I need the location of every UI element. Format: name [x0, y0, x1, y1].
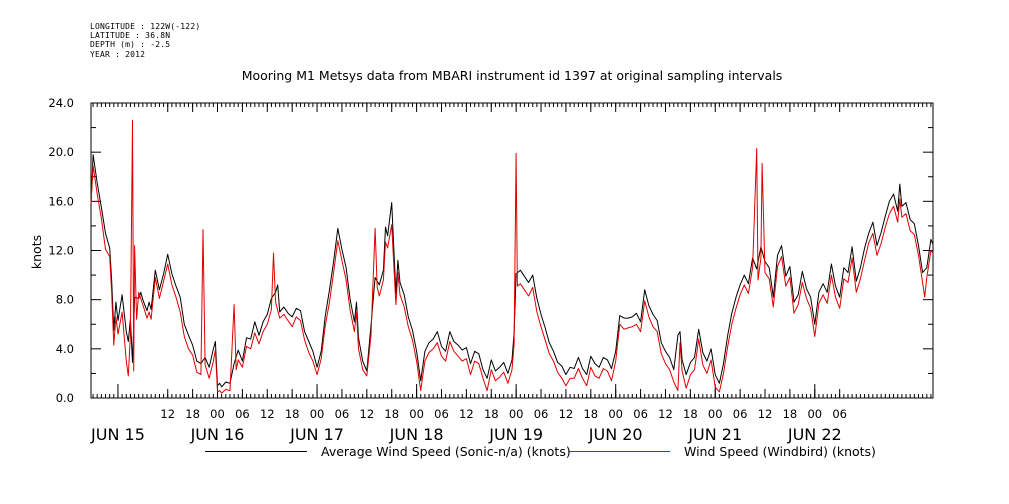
- x-hour-tick-label: 18: [484, 407, 499, 421]
- x-date-label: JUN 18: [389, 425, 444, 444]
- x-hour-tick-label: 00: [708, 407, 723, 421]
- x-date-label: JUN 15: [90, 425, 145, 444]
- series-line-average-wind-speed: [90, 154, 934, 388]
- y-tick-label: 24.0: [48, 96, 74, 110]
- metadata-block: LONGITUDE : 122W(-122) LATITUDE : 36.8N …: [90, 22, 200, 59]
- x-hour-tick-label: 06: [335, 407, 350, 421]
- x-date-label: JUN 17: [289, 425, 344, 444]
- y-tick-label: 12.0: [48, 244, 74, 258]
- x-hour-tick-label: 00: [807, 407, 822, 421]
- legend-label-windbird: Wind Speed (Windbird) (knots): [684, 444, 876, 459]
- y-axis-label: knots: [29, 235, 44, 269]
- legend: Average Wind Speed (Sonic-n/a) (knots) W…: [0, 444, 1009, 464]
- x-hour-tick-label: 12: [658, 407, 673, 421]
- meta-latitude: LATITUDE : 36.8N: [90, 31, 171, 41]
- series-line-windbird: [90, 119, 934, 394]
- legend-swatch-red: [568, 451, 670, 452]
- x-hour-tick-label: 18: [783, 407, 798, 421]
- x-hour-tick-label: 18: [384, 407, 399, 421]
- legend-swatch-black: [205, 451, 307, 452]
- x-hour-tick-label: 06: [633, 407, 648, 421]
- x-hour-tick-label: 12: [260, 407, 275, 421]
- y-tick-label: 4.0: [56, 342, 74, 356]
- legend-label-average-wind-speed: Average Wind Speed (Sonic-n/a) (knots): [321, 444, 571, 459]
- x-hour-tick-label: 12: [758, 407, 773, 421]
- meta-year: YEAR : 2012: [90, 49, 146, 59]
- x-date-label: JUN 20: [588, 425, 643, 444]
- meta-longitude: LONGITUDE : 122W(-122): [90, 22, 201, 31]
- x-date-label: JUN 19: [488, 425, 543, 444]
- y-tick-label: 0.0: [56, 391, 74, 405]
- chart-title: Mooring M1 Metsys data from MBARI instru…: [242, 68, 783, 83]
- meta-depth: DEPTH (m) : -2.5: [90, 40, 171, 50]
- x-date-label: JUN 22: [787, 425, 842, 444]
- x-date-label: JUN 16: [190, 425, 245, 444]
- x-hour-tick-label: 06: [235, 407, 250, 421]
- x-hour-tick-label: 12: [559, 407, 574, 421]
- x-hour-tick-label: 12: [160, 407, 175, 421]
- x-hour-tick-label: 18: [185, 407, 200, 421]
- y-tick-label: 16.0: [48, 194, 74, 208]
- x-date-label: JUN 21: [687, 425, 742, 444]
- x-hour-tick-label: 18: [285, 407, 300, 421]
- x-hour-tick-label: 00: [409, 407, 424, 421]
- x-hour-tick-label: 00: [210, 407, 225, 421]
- legend-item-windbird: Wind Speed (Windbird) (knots): [568, 444, 876, 459]
- x-hour-tick-label: 12: [360, 407, 375, 421]
- x-hour-tick-label: 06: [733, 407, 748, 421]
- x-hour-tick-label: 06: [434, 407, 449, 421]
- x-hour-tick-label: 00: [509, 407, 524, 421]
- legend-item-average-wind-speed: Average Wind Speed (Sonic-n/a) (knots): [205, 444, 571, 459]
- y-tick-label: 20.0: [48, 145, 74, 159]
- x-hour-tick-label: 18: [683, 407, 698, 421]
- x-hour-tick-label: 00: [310, 407, 325, 421]
- x-hour-tick-label: 12: [459, 407, 474, 421]
- x-hour-tick-label: 18: [583, 407, 598, 421]
- x-hour-tick-label: 00: [608, 407, 623, 421]
- y-tick-label: 8.0: [56, 293, 74, 307]
- x-hour-tick-label: 06: [534, 407, 549, 421]
- x-hour-tick-label: 06: [832, 407, 847, 421]
